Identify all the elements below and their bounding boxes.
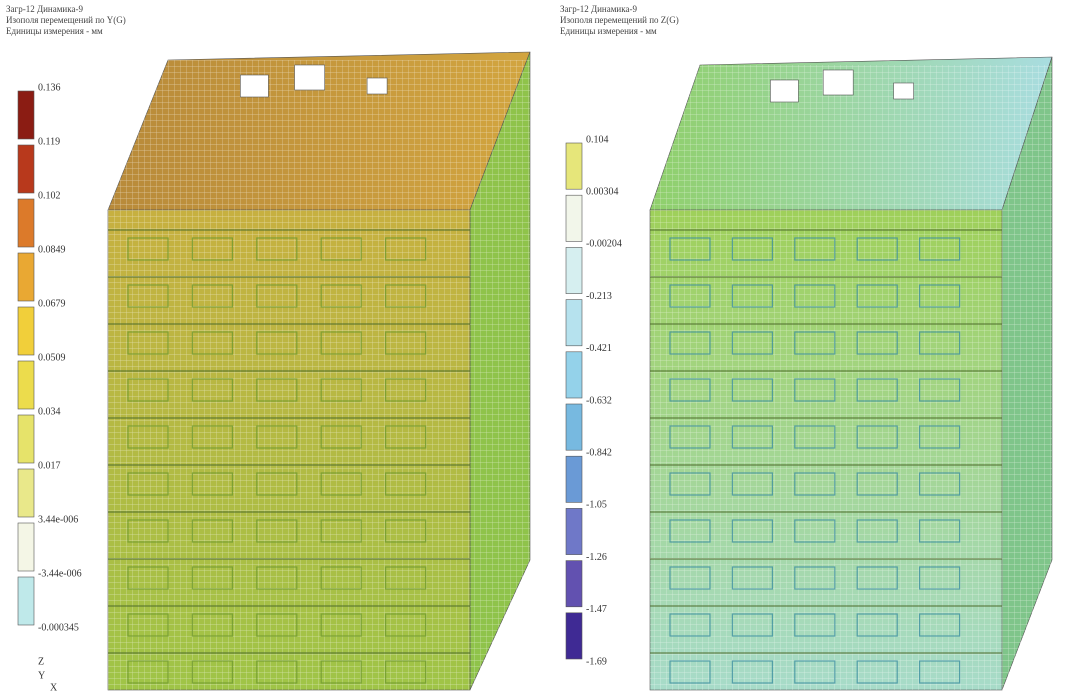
legend-label: -1.26 bbox=[586, 552, 607, 563]
legend-label: 0.017 bbox=[38, 460, 61, 471]
roof-opening bbox=[770, 80, 798, 102]
legend-label: 3.44e-006 bbox=[38, 514, 78, 525]
legend-swatch bbox=[18, 361, 34, 409]
legend-swatch bbox=[18, 91, 34, 139]
legend-label: -1.69 bbox=[586, 656, 607, 667]
building-model bbox=[108, 52, 530, 690]
legend-swatch bbox=[18, 577, 34, 625]
legend-swatch bbox=[18, 415, 34, 463]
axis-label: Z bbox=[38, 656, 44, 667]
panel-header: Изополя перемещений по Z(G) bbox=[560, 15, 679, 25]
panel-header: Единицы измерения - мм bbox=[6, 26, 103, 36]
legend-label: 0.00304 bbox=[586, 186, 619, 197]
roof-opening bbox=[295, 65, 325, 90]
legend-label: -1.47 bbox=[586, 604, 607, 615]
legend-swatch bbox=[18, 253, 34, 301]
page: Загр-12 Динамика-9Изополя перемещений по… bbox=[0, 0, 1067, 695]
legend-swatch bbox=[566, 300, 582, 346]
panel-header: Загр-12 Динамика-9 bbox=[560, 4, 637, 14]
legend-label: -0.842 bbox=[586, 447, 612, 458]
legend-swatch bbox=[566, 143, 582, 189]
legend-swatch bbox=[18, 145, 34, 193]
mesh bbox=[650, 65, 1052, 690]
roof-opening bbox=[823, 70, 853, 95]
legend-label: 0.034 bbox=[38, 406, 61, 417]
legend-swatch bbox=[18, 469, 34, 517]
legend-swatch bbox=[566, 404, 582, 450]
roof-opening bbox=[367, 78, 387, 94]
panel-header: Изополя перемещений по Y(G) bbox=[6, 15, 126, 25]
legend-swatch bbox=[566, 508, 582, 554]
legend-label: 0.104 bbox=[586, 134, 609, 145]
legend-label: 0.0849 bbox=[38, 244, 66, 255]
building-model bbox=[650, 57, 1052, 690]
roof-opening bbox=[894, 83, 914, 99]
legend-swatch bbox=[566, 195, 582, 241]
roof-opening bbox=[240, 75, 268, 97]
legend-swatch bbox=[18, 523, 34, 571]
panel-header: Загр-12 Динамика-9 bbox=[6, 4, 83, 14]
panel-header: Единицы измерения - мм bbox=[560, 26, 657, 36]
legend-label: 0.0509 bbox=[38, 352, 66, 363]
legend-swatch bbox=[566, 456, 582, 502]
axis-label: X bbox=[50, 682, 58, 693]
legend-swatch bbox=[566, 247, 582, 293]
legend-label: 0.102 bbox=[38, 190, 61, 201]
axis-label: Y bbox=[38, 670, 45, 681]
legend-swatch bbox=[566, 613, 582, 659]
legend-swatch bbox=[566, 352, 582, 398]
legend-label: 0.119 bbox=[38, 136, 60, 147]
legend-label: -1.05 bbox=[586, 500, 607, 511]
legend-label: -0.000345 bbox=[38, 622, 79, 633]
legend-swatch bbox=[566, 561, 582, 607]
legend-label: -0.00204 bbox=[586, 239, 622, 250]
legend-label: -0.632 bbox=[586, 395, 612, 406]
legend-label: 0.0679 bbox=[38, 298, 66, 309]
legend-label: -0.213 bbox=[586, 291, 612, 302]
legend-swatch bbox=[18, 199, 34, 247]
legend-swatch bbox=[18, 307, 34, 355]
legend-label: 0.136 bbox=[38, 82, 61, 93]
legend-label: -0.421 bbox=[586, 343, 612, 354]
mesh bbox=[108, 60, 530, 690]
legend-label: -3.44e-006 bbox=[38, 568, 82, 579]
